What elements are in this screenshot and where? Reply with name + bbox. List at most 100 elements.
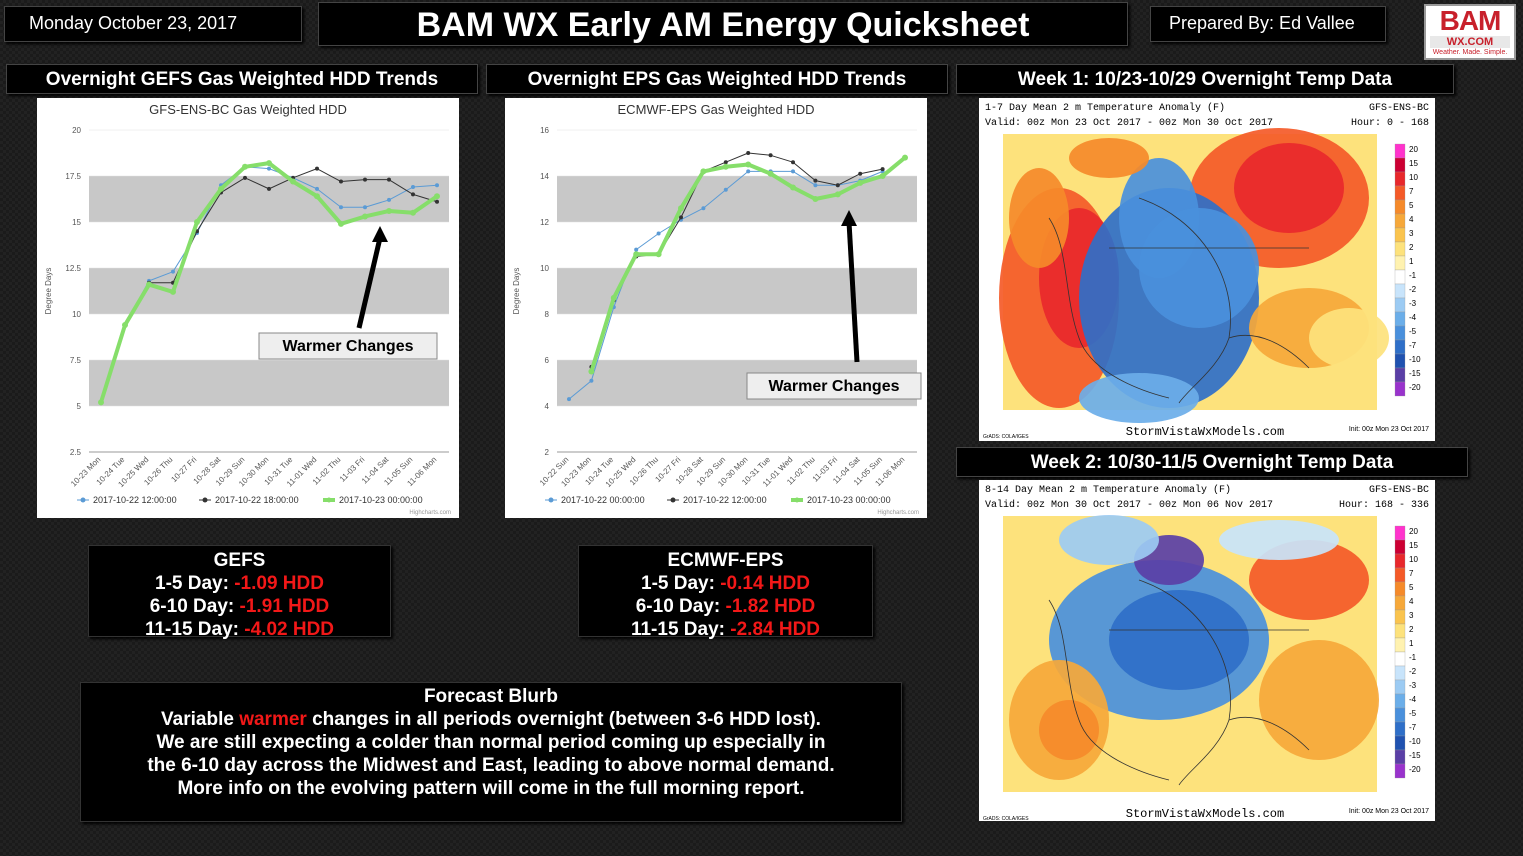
colorbar-cell (1394, 227, 1406, 243)
anomaly-region (1059, 515, 1159, 565)
colorbar-label: 2 (1409, 243, 1414, 252)
colorbar-label: -20 (1409, 765, 1421, 774)
annotation-label: Warmer Changes (769, 378, 900, 395)
legend-marker (202, 497, 208, 503)
y-tick-label: 10 (540, 264, 549, 273)
anomaly-region (1109, 590, 1249, 690)
series-point (362, 213, 368, 220)
colorbar-label: 7 (1409, 569, 1414, 578)
map-title: 8-14 Day Mean 2 m Temperature Anomaly (F… (985, 484, 1231, 496)
map-footer: StormVistaWxModels.com (1126, 425, 1284, 439)
colorbar-label: 4 (1409, 597, 1414, 606)
colorbar-label: -10 (1409, 737, 1421, 746)
colorbar-label: 10 (1409, 555, 1418, 564)
colorbar-label: -15 (1409, 369, 1421, 378)
legend-entry: 2017-10-22 12:00:00 (93, 495, 177, 505)
colorbar-cell (1394, 381, 1406, 397)
y-tick-label: 12 (540, 218, 549, 227)
colorbar-label: -4 (1409, 313, 1417, 322)
colorbar-cell (1394, 763, 1406, 779)
map-model: GFS-ENS-BC (1369, 485, 1429, 496)
series-point (267, 186, 271, 191)
section-eps-title: Overnight EPS Gas Weighted HDD Trends (486, 64, 948, 94)
series-point (363, 205, 367, 210)
series-point (700, 168, 707, 175)
legend-marker (548, 497, 554, 503)
colorbar-cell (1394, 609, 1406, 625)
y-tick-label: 2.5 (70, 448, 82, 457)
annotation-arrowhead (372, 226, 388, 242)
colorbar-cell (1394, 185, 1406, 201)
colorbar-cell (1394, 199, 1406, 215)
y-tick-label: 4 (545, 402, 550, 411)
anomaly-region (1234, 143, 1344, 233)
annotation-arrowhead (841, 210, 857, 226)
colorbar-cell (1394, 339, 1406, 355)
series-point (411, 192, 415, 197)
series-point (701, 206, 706, 211)
colorbar-cell (1394, 311, 1406, 327)
colorbar-label: 2 (1409, 625, 1414, 634)
map-source: GrADS: COLA/IGES (983, 816, 1029, 821)
chart-credit: Highcharts.com (877, 510, 919, 516)
colorbar-label: -10 (1409, 355, 1421, 364)
colorbar-cell (1394, 539, 1406, 555)
anomaly-region (1259, 640, 1379, 760)
gefs-row: 6-10 Day: -1.91 HDD (89, 595, 390, 618)
map-valid: Valid: 00z Mon 30 Oct 2017 - 00z Mon 06 … (985, 499, 1273, 511)
series-point (171, 269, 175, 274)
map-hours: Hour: 168 - 336 (1339, 500, 1429, 511)
series-point (902, 154, 908, 161)
series-point (588, 368, 595, 375)
series-point (812, 196, 819, 202)
eps-row-label: 11-15 Day: (630, 619, 725, 640)
y-tick-label: 12.5 (65, 264, 81, 273)
series-point (567, 397, 571, 402)
colorbar-cell (1394, 553, 1406, 569)
series-point (767, 170, 774, 177)
eps-chart-svg: ECMWF-EPS Gas Weighted HDD 2 4 6 8 10 12 14 16 De… (512, 102, 922, 516)
y-tick-label: 8 (545, 310, 550, 319)
colorbar-label: 10 (1409, 173, 1418, 182)
series-point (610, 294, 617, 301)
annotation-arrow (846, 221, 860, 363)
colorbar-cell (1394, 567, 1406, 583)
y-tick-label: 2 (545, 448, 550, 457)
eps-row-value: -1.82 HDD (725, 596, 816, 617)
eps-box-title: ECMWF-EPS (667, 550, 784, 571)
blurb-line: We are still expecting a colder than nor… (156, 732, 826, 753)
eps-hdd-box: ECMWF-EPS 1-5 Day: -0.14 HDD 6-10 Day: -… (578, 545, 873, 640)
series-point (791, 160, 795, 165)
colorbar-cell (1394, 665, 1406, 681)
chart-title: GFS-ENS-BC Gas Weighted HDD (149, 102, 347, 117)
blurb-title: Forecast Blurb (423, 686, 559, 707)
colorbar-label: -5 (1409, 327, 1417, 336)
legend-entry: 2017-10-22 18:00:00 (215, 495, 299, 505)
series-point (218, 185, 224, 192)
series-point (435, 183, 439, 188)
anomaly-region (1159, 730, 1279, 790)
series-point (722, 163, 729, 170)
colorbar-label: -1 (1409, 271, 1417, 280)
series-point (98, 399, 104, 406)
legend-marker (670, 497, 676, 503)
colorbar-label: 7 (1409, 187, 1414, 196)
y-tick-label: 5 (77, 402, 82, 411)
map-source: GrADS: COLA/IGES (983, 434, 1029, 440)
y-tick-label: 16 (540, 126, 549, 135)
series-point (146, 281, 152, 288)
colorbar-label: -3 (1409, 299, 1417, 308)
colorbar-label: 20 (1409, 527, 1418, 536)
anomaly-region (1079, 373, 1199, 423)
colorbar-label: -7 (1409, 723, 1417, 732)
series-point (858, 171, 863, 176)
colorbar-label: 20 (1409, 145, 1418, 154)
series-point (813, 183, 818, 188)
colorbar-cell (1394, 241, 1406, 257)
colorbar-cell (1394, 171, 1406, 187)
gefs-row: 1-5 Day: -1.09 HDD (89, 572, 390, 595)
gefs-row-label: 6-10 Day: (149, 596, 235, 617)
prepared-by: Prepared By: Ed Vallee (1150, 6, 1386, 42)
map-footer: StormVistaWxModels.com (1126, 807, 1284, 821)
series-point (363, 177, 367, 182)
